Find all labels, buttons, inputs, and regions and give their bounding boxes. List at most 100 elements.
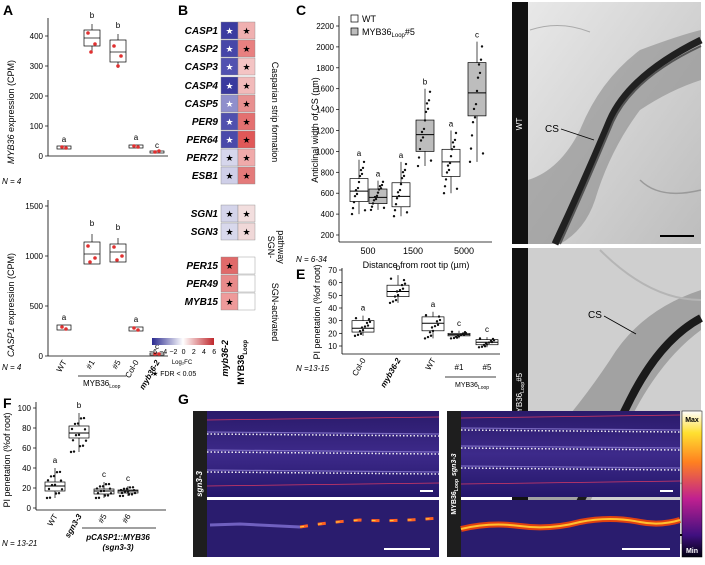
heatmap-cell (237, 274, 256, 293)
panel-letter-g: G (178, 391, 189, 407)
box (351, 320, 375, 333)
fdr-star-icon: ★ (242, 81, 250, 91)
fdr-star-icon: ★ (225, 135, 233, 145)
xtick-label: #1 (455, 363, 464, 372)
heatmap-gene-label: SGN1 (191, 209, 219, 220)
significance-letter: b (116, 223, 121, 232)
fdr-star-icon: ★ (242, 99, 250, 109)
heatmap-gene-label: CASP2 (185, 44, 219, 55)
panel-d-label-loop: MYB36Loop#5 (515, 372, 526, 419)
panel-a-top-letters: a b b a c (62, 11, 159, 150)
heatmap-cell (237, 21, 256, 40)
fdr-star-icon: ★ (225, 99, 233, 109)
panel-b-heatmap: CASP1 ★ ★ CASP2 ★ ★ CASP3 ★ ★ CASP4 ★ ★ CASP5 ★ ★ PER9 ★… (185, 21, 256, 311)
panel-b-fdr-label: ★ FDR < 0.05 (152, 370, 196, 378)
box (467, 62, 487, 117)
xtick-label: 500 (360, 246, 375, 256)
ytick-label: 10 (328, 342, 337, 351)
xtick-label: sgn3-3 (63, 512, 84, 539)
panel-b-group-casparian: Casparian strip formation (270, 62, 280, 163)
fdr-star-icon: ★ (225, 81, 233, 91)
heatmap-gene-label: PER49 (186, 279, 218, 290)
panel-d-cs-label-1: CS (545, 124, 559, 135)
heatmap-gene-label: CASP1 (185, 26, 219, 37)
heatmap-gene-label: PER15 (186, 261, 218, 272)
significance-letter: a (361, 304, 366, 313)
significance-letter: c (102, 470, 106, 479)
ytick-label: 70 (328, 266, 337, 275)
ytick-label: 200 (30, 92, 44, 101)
significance-letter: b (90, 11, 95, 20)
panel-letter-c: C (296, 2, 306, 18)
significance-letter: b (90, 219, 95, 228)
panel-g-right-zoom (461, 500, 680, 557)
ytick-label: 60 (22, 444, 31, 453)
significance-letter: c (155, 342, 159, 351)
panel-a: A MYB36 expression (CPM) 0 100 200 300 400 (2, 2, 168, 391)
fdr-star-icon: ★ (242, 135, 250, 145)
heatmap-cell (237, 256, 256, 275)
fdr-star-icon: ★ (242, 227, 250, 237)
heatmap-cell (237, 39, 256, 58)
fdr-star-icon: ★ (225, 209, 233, 219)
heatmap-cell (237, 222, 256, 241)
heatmap-cell (237, 148, 256, 167)
fdr-star-icon: ★ (225, 297, 233, 307)
ytick-label: 60 (328, 279, 337, 288)
ytick-label: 600 (321, 189, 335, 198)
fdr-star-icon: ★ (242, 209, 250, 219)
panel-c-legend-wt: WT (362, 14, 376, 24)
panel-g-right-overview (461, 411, 680, 497)
significance-letter: a (53, 456, 58, 465)
panel-f-ylabel: PI penetation (%of root) (2, 412, 12, 507)
panel-g-scale-max: Max (685, 417, 699, 424)
ytick-label: 0 (27, 504, 32, 513)
fdr-star-icon: ★ (242, 62, 250, 72)
heatmap-gene-label: PER9 (192, 117, 219, 128)
panel-c: C WT MYB36Loop#5 Anticlinal width of CS … (296, 2, 492, 270)
panel-letter-a: A (3, 2, 13, 18)
heatmap-cell (237, 204, 256, 223)
significance-letter: a (357, 149, 362, 158)
ytick-label: 1200 (316, 127, 334, 136)
panel-e-n: N =13-15 (296, 364, 330, 373)
heatmap-gene-label: ESB1 (192, 171, 219, 182)
panel-a-bottom-n: N = 4 (2, 363, 22, 372)
heatmap-gene-label: CASP5 (185, 99, 219, 110)
significance-letter: b (116, 21, 121, 30)
panel-f-group-label-2: (sgn3-3) (102, 543, 133, 552)
significance-letter: c (155, 141, 159, 150)
colorbar-tick: −6 (149, 349, 157, 356)
panel-a-bottom-boxes (56, 234, 165, 356)
colorbar-tick: −4 (159, 349, 167, 356)
category-label: Col-0 (123, 358, 141, 380)
category-label: #1 (84, 358, 97, 371)
ytick-label: 20 (328, 329, 337, 338)
ytick-label: 1400 (316, 106, 334, 115)
significance-letter: a (134, 315, 139, 324)
panel-d-label-wt: WT (515, 118, 524, 131)
panel-c-boxes: a a a b a c (349, 31, 487, 218)
colorbar-tick: 2 (192, 349, 196, 356)
ytick-label: 1500 (25, 202, 43, 211)
significance-letter: c (475, 31, 479, 40)
panel-c-legend-loop: MYB36Loop#5 (362, 27, 415, 39)
xtick-label: myb36-2 (379, 356, 403, 389)
panel-e-ylabel: PI penetation (%of root) (312, 264, 322, 359)
fdr-star-icon: ★ (242, 44, 250, 54)
colorbar-tick: −2 (169, 349, 177, 356)
panel-letter-b: B (178, 2, 188, 18)
panel-b-group-sgn-pathway-2: pathway (276, 230, 286, 264)
significance-letter: a (62, 313, 67, 322)
heatmap-gene-label: CASP3 (185, 62, 219, 73)
heatmap-gene-label: CASP4 (185, 81, 219, 92)
ytick-label: 400 (321, 210, 335, 219)
ytick-label: 500 (30, 302, 44, 311)
ytick-label: 2200 (316, 22, 334, 31)
panel-d-cs-label-2: CS (588, 310, 602, 321)
significance-letter: a (449, 120, 454, 129)
heatmap-gene-label: MYB15 (185, 297, 219, 308)
fdr-star-icon: ★ (225, 171, 233, 181)
heatmap-cell (237, 76, 256, 95)
